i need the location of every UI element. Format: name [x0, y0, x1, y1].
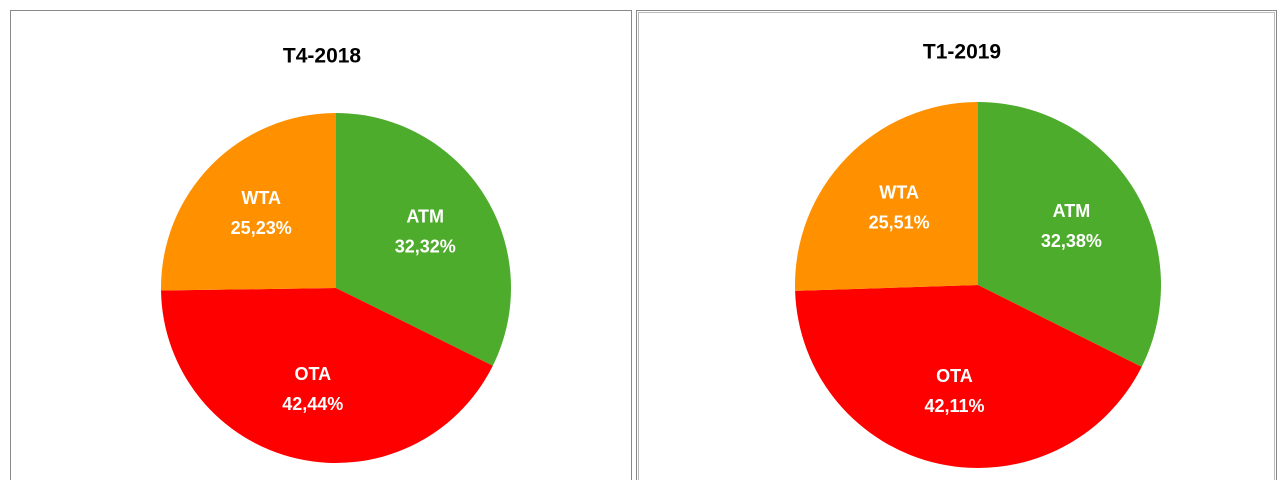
chart-title: T1-2019 — [923, 41, 1001, 64]
panel-border — [636, 10, 1277, 480]
pie-slice — [336, 113, 512, 366]
pie-slice — [794, 102, 978, 291]
pie-slice — [161, 113, 336, 291]
pie-slice — [161, 288, 493, 464]
panel-border — [638, 12, 1275, 480]
slice-value-label: 25,51% — [869, 212, 930, 232]
slice-value-label: 32,38% — [1041, 231, 1102, 251]
slice-value-label: 42,44% — [282, 394, 343, 414]
panel-border — [10, 10, 632, 480]
slice-value-label: 25,23% — [231, 218, 292, 238]
pie-slice — [795, 285, 1142, 468]
slice-value-label: 42,11% — [924, 396, 984, 416]
slice-category: ATM — [406, 206, 444, 226]
pie-slice — [978, 102, 1161, 367]
slice-category: OTA — [936, 366, 973, 386]
slice-value-label: 32,32% — [395, 236, 456, 256]
slice-category: WTA — [879, 182, 919, 202]
slice-category: ATM — [1053, 201, 1091, 221]
chart-title: T4-2018 — [283, 45, 362, 68]
slice-category: OTA — [294, 364, 331, 384]
slice-category: WTA — [241, 188, 281, 208]
